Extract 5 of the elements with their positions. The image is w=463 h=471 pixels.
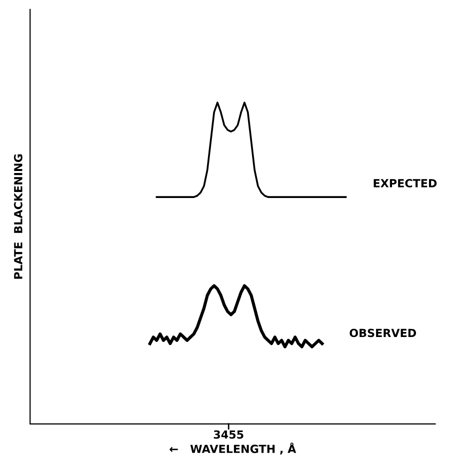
text: 3455 — [214, 430, 244, 439]
x-axis-title: ← WAVELENGTH , Å — [170, 442, 296, 455]
y-axis-title: PLATE BLACKENING — [14, 154, 22, 279]
text: OBSERVED — [350, 328, 416, 338]
text: EXPECTED — [374, 179, 437, 188]
